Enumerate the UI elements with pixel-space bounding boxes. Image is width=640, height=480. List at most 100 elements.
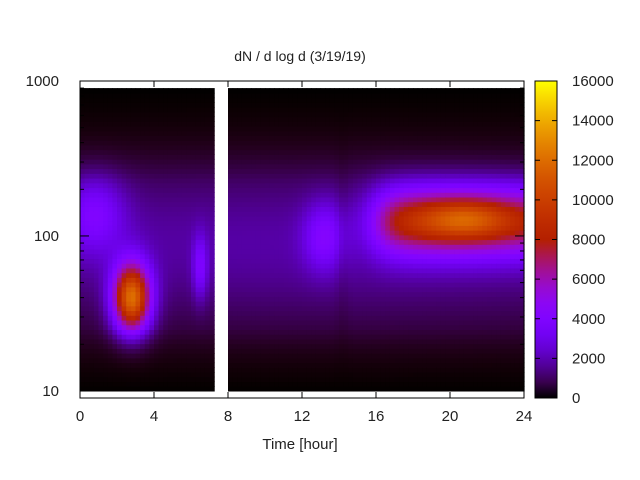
heatmap-cell [135,111,141,118]
heatmap-cell [426,376,433,383]
heatmap-cell [107,111,113,118]
heatmap-cell [450,215,456,222]
heatmap-cell [366,386,372,392]
heatmap-cell [191,253,197,260]
heatmap-cell [366,286,372,293]
heatmap-cell [334,159,340,165]
heatmap-cell [144,97,150,103]
heatmap-cell [103,253,109,260]
heatmap-cell [93,149,100,155]
heatmap-cell [149,192,155,198]
heatmap-cell [413,338,419,345]
heatmap-cell [241,371,248,378]
heatmap-cell [232,211,238,217]
heatmap-cell [306,343,312,349]
heatmap-cell [191,239,197,245]
heatmap [80,81,525,398]
heatmap-cell [103,310,109,316]
heatmap-cell [385,272,391,278]
heatmap-cell [380,253,386,260]
heatmap-cell [329,192,335,198]
heatmap-cell [172,121,178,127]
heatmap-cell [144,220,150,226]
heatmap-cell [121,107,127,113]
heatmap-cell [89,149,95,155]
heatmap-cell [403,244,409,250]
heatmap-cell [246,319,252,326]
heatmap-cell [269,263,275,269]
heatmap-cell [394,367,400,373]
heatmap-cell [417,121,423,127]
heatmap-cell [325,130,331,136]
heatmap-cell [89,154,95,160]
heatmap-cell [376,196,382,203]
heatmap-cell [154,149,160,155]
heatmap-cell [325,140,331,146]
heatmap-cell [130,144,137,151]
heatmap-cell [339,353,345,359]
heatmap-cell [394,376,400,383]
heatmap-cell [315,206,322,212]
heatmap-cell [126,244,132,250]
heatmap-cell [135,225,141,231]
heatmap-cell [181,234,187,241]
heatmap-cell [260,187,266,193]
heatmap-cell [163,168,169,174]
heatmap-cell [232,192,238,198]
heatmap-cell [366,310,372,316]
heatmap-cell [130,239,137,245]
heatmap-cell [408,376,414,383]
heatmap-cell [232,272,238,278]
heatmap-cell [297,196,303,203]
heatmap-cell [260,182,266,189]
heatmap-cell [177,182,183,189]
heatmap-cell [394,107,400,113]
heatmap-cell [403,225,409,231]
heatmap-cell [352,272,359,278]
heatmap-cell [283,215,289,222]
heatmap-cell [352,92,359,99]
heatmap-cell [103,92,109,99]
heatmap-cell [246,253,252,260]
heatmap-cell [98,144,104,151]
heatmap-cell [320,282,326,288]
heatmap-cell [103,305,109,312]
heatmap-cell [450,367,456,373]
heatmap-cell [209,376,215,383]
heatmap-cell [255,376,261,383]
heatmap-cell [251,282,257,288]
heatmap-cell [311,97,317,103]
heatmap-cell [154,310,160,316]
heatmap-cell [195,111,201,118]
heatmap-cell [172,135,178,141]
heatmap-cell [417,187,423,193]
heatmap-cell [278,244,285,250]
heatmap-cell [440,253,446,260]
heatmap-cell [232,277,238,283]
heatmap-cell [158,334,164,340]
heatmap-cell [417,239,423,245]
heatmap-cell [204,215,211,222]
heatmap-cell [126,206,132,212]
heatmap-cell [232,362,238,368]
heatmap-cell [394,272,400,278]
heatmap-cell [163,187,169,193]
heatmap-cell [394,301,400,307]
heatmap-cell [450,371,456,378]
heatmap-cell [320,168,326,174]
heatmap-cell [399,277,405,283]
heatmap-cell [408,173,414,179]
heatmap-cell [371,296,377,302]
heatmap-cell [121,267,127,274]
heatmap-cell [362,215,368,222]
heatmap-cell [426,282,433,288]
heatmap-cell [403,144,409,151]
heatmap-cell [107,144,113,151]
heatmap-cell [440,263,446,269]
heatmap-cell [89,301,95,307]
heatmap-cell [126,353,132,359]
heatmap-cell [98,371,104,378]
heatmap-cell [297,324,303,330]
heatmap-cell [98,168,104,174]
heatmap-cell [117,168,123,174]
